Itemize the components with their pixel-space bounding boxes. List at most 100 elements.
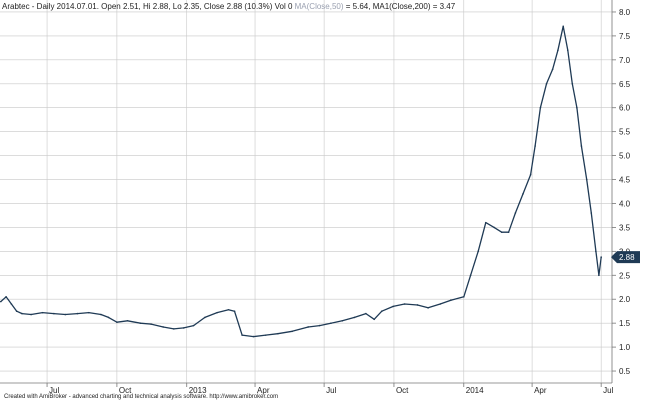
y-tick-label: 7.0 xyxy=(619,56,631,65)
price-point xyxy=(514,212,517,214)
last-value-flag xyxy=(611,251,640,264)
y-tick-label: 6.5 xyxy=(619,80,631,89)
y-tick-label: 5.0 xyxy=(619,152,631,161)
price-point xyxy=(493,226,495,229)
last-value-marker: 2.88 xyxy=(611,251,640,264)
x-tick-label: Jul xyxy=(49,386,59,395)
y-tick-label: 3.5 xyxy=(619,223,631,232)
price-point xyxy=(173,328,175,330)
price-point xyxy=(162,326,164,328)
price-point xyxy=(557,49,559,52)
price-point xyxy=(291,330,294,333)
price-point xyxy=(551,68,554,71)
price-point xyxy=(392,305,394,308)
price-point xyxy=(41,311,44,314)
price-point xyxy=(507,231,510,233)
y-tick-label: 2.0 xyxy=(619,295,631,304)
price-point xyxy=(0,300,2,303)
price-point xyxy=(529,173,532,176)
price-point xyxy=(545,82,548,85)
x-tick-label: Jul xyxy=(603,386,613,395)
x-tick-label: 2013 xyxy=(189,386,207,395)
price-point xyxy=(353,316,356,319)
price-point xyxy=(277,332,279,335)
price-point xyxy=(566,49,569,52)
price-point xyxy=(15,310,18,312)
y-tick-label: 8.0 xyxy=(619,8,631,17)
price-point xyxy=(264,334,267,336)
x-tick-label: Jul xyxy=(326,386,336,395)
price-point xyxy=(600,256,602,258)
last-value-label: 2.88 xyxy=(619,253,635,262)
price-point xyxy=(241,334,243,336)
price-point xyxy=(227,308,230,311)
price-point xyxy=(5,296,7,298)
y-tick-label: 2.5 xyxy=(619,271,631,280)
price-point xyxy=(381,310,383,312)
price-point xyxy=(88,311,90,314)
price-point xyxy=(192,324,195,327)
price-point xyxy=(341,319,344,322)
header-ma200: MA1(Close,200) = 3.47 xyxy=(370,2,456,11)
price-point xyxy=(416,304,419,306)
price-point xyxy=(539,106,542,109)
header-ma50-label: MA(Close,50) xyxy=(294,2,344,11)
price-point xyxy=(403,303,406,305)
price-point xyxy=(76,312,79,315)
price-series xyxy=(0,25,602,338)
price-point xyxy=(427,307,429,309)
price-point xyxy=(307,326,309,328)
price-point xyxy=(150,323,152,325)
x-tick-label: Oct xyxy=(119,386,132,395)
price-point xyxy=(598,274,600,277)
price-point xyxy=(21,312,23,315)
y-tick-label: 0.5 xyxy=(619,367,631,376)
price-point xyxy=(462,296,465,298)
header-quote: Arabtec - Daily 2014.07.01. Open 2.51, H… xyxy=(2,2,293,11)
price-point xyxy=(595,250,597,253)
price-point xyxy=(439,303,442,305)
header-ma50-value: = 5.64, xyxy=(343,2,371,11)
footer-credit: Created with AmiBroker - advanced charti… xyxy=(4,394,279,400)
price-point xyxy=(116,321,118,323)
price-point xyxy=(64,313,67,316)
price-point xyxy=(233,310,236,312)
price-point xyxy=(252,335,255,338)
price-point xyxy=(522,193,524,195)
price-point xyxy=(107,316,110,319)
y-tick-label: 4.5 xyxy=(619,176,631,185)
x-tick-label: Oct xyxy=(396,386,409,395)
chart-header: Arabtec - Daily 2014.07.01. Open 2.51, H… xyxy=(2,2,455,11)
x-tick-label: 2014 xyxy=(466,386,484,395)
price-point xyxy=(500,231,503,233)
x-tick-label: Apr xyxy=(534,386,547,395)
price-point xyxy=(373,318,376,321)
price-point xyxy=(365,312,367,315)
y-tick-label: 6.0 xyxy=(619,104,631,113)
y-tick-label: 4.0 xyxy=(619,199,631,208)
y-tick-label: 5.5 xyxy=(619,128,631,137)
price-point xyxy=(534,145,536,147)
price-point xyxy=(10,303,13,305)
x-axis-ticks: Jul Oct 2013 Apr Jul Oct 2014 Apr Jul xyxy=(46,383,614,395)
price-point xyxy=(580,145,583,147)
price-point xyxy=(30,313,32,316)
price-point xyxy=(477,250,480,253)
price-point xyxy=(585,178,588,181)
price-point xyxy=(590,212,593,214)
price-point xyxy=(126,319,129,322)
price-point xyxy=(330,322,332,324)
y-tick-label: 7.5 xyxy=(619,32,631,41)
price-point xyxy=(139,322,142,324)
price-point xyxy=(450,299,452,301)
price-point xyxy=(216,311,218,314)
price-point xyxy=(469,274,472,277)
price-point xyxy=(571,82,574,85)
y-tick-label: 1.5 xyxy=(619,319,631,328)
price-point xyxy=(100,313,102,316)
y-tick-label: 1.0 xyxy=(619,343,631,352)
price-point xyxy=(484,221,487,224)
price-point xyxy=(318,324,321,327)
